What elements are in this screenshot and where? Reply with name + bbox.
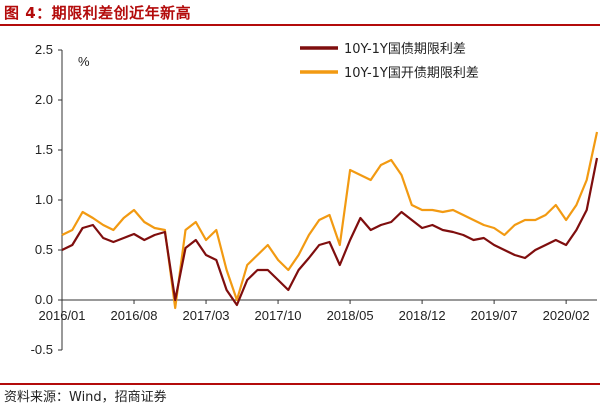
x-tick-label: 2018/05 <box>327 308 374 323</box>
y-tick-label: 0.5 <box>35 242 53 257</box>
x-tick-label: 2016/08 <box>111 308 158 323</box>
x-tick-label: 2016/01 <box>39 308 86 323</box>
x-tick-label: 2017/03 <box>183 308 230 323</box>
y-tick-label: 2.0 <box>35 92 53 107</box>
title-rule <box>0 24 600 26</box>
chart-series <box>61 131 599 310</box>
x-tick-label: 2020/02 <box>543 308 590 323</box>
x-tick-label: 2018/12 <box>399 308 446 323</box>
line-chart: 2.5 2.0 1.5 1.0 0.5 0.0 -0.5% 2016/01 2016/08 201… <box>31 42 599 357</box>
chart-axes: 2.5 2.0 1.5 1.0 0.5 0.0 -0.5% 2016/01 2016/08 201… <box>31 42 597 357</box>
x-tick-label: 2017/10 <box>255 308 302 323</box>
source-rule <box>0 383 600 385</box>
y-tick-label: -0.5 <box>31 342 53 357</box>
y-axis-unit: % <box>78 54 90 69</box>
series-line-0 <box>61 157 599 307</box>
x-tick-label: 2019/07 <box>471 308 518 323</box>
figure-title: 图 4：期限利差创近年新高 <box>4 4 192 22</box>
series-line-1 <box>61 131 599 310</box>
y-tick-label: 2.5 <box>35 42 53 57</box>
source-note: 资料来源：Wind，招商证券 <box>4 390 167 405</box>
y-tick-label: 1.5 <box>35 142 53 157</box>
y-tick-label: 1.0 <box>35 192 53 207</box>
y-tick-label: 0.0 <box>35 292 53 307</box>
legend-label-1: 10Y-1Y国开债期限利差 <box>344 66 479 81</box>
chart-legend: 10Y-1Y国债期限利差 10Y-1Y国开债期限利差 <box>300 42 479 81</box>
legend-label-0: 10Y-1Y国债期限利差 <box>344 42 466 57</box>
